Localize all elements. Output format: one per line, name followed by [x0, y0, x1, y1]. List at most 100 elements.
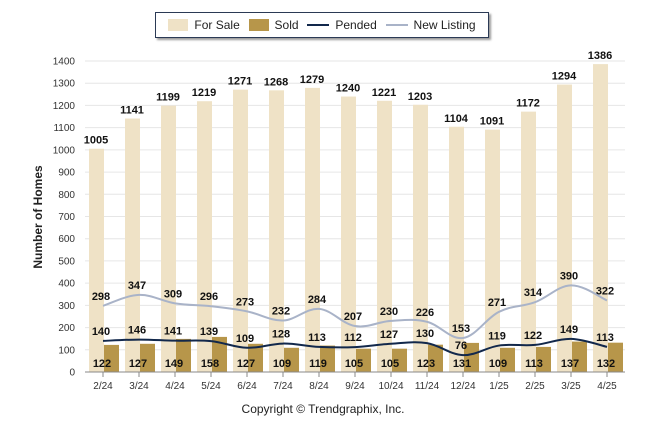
sold-bars [104, 336, 623, 372]
sold-bar [248, 343, 263, 372]
pended-value-label: 112 [344, 332, 362, 344]
sold-value-label: 109 [273, 358, 291, 370]
legend-item-pended[interactable]: Pended [307, 18, 377, 32]
y-tick-label: 1300 [53, 79, 76, 90]
pended-value-label: 113 [596, 332, 614, 344]
x-tick-label: 5/24 [201, 381, 221, 392]
for-sale-bars [89, 64, 608, 373]
for-sale-bar [269, 90, 284, 372]
for-sale-bar [377, 100, 392, 372]
x-tick-label: 3/24 [129, 381, 149, 392]
sold-value-label: 131 [453, 358, 471, 370]
sold-bar [392, 348, 407, 372]
y-tick-label: 0 [69, 368, 75, 379]
x-tick-label: 4/25 [597, 381, 617, 392]
axes: 0 100 200 300 400 500 600 700 800 900 1000 1100 1200… [53, 57, 625, 392]
new-listing-value-label: 284 [308, 294, 327, 306]
legend-item-new-listing[interactable]: New Listing [385, 18, 476, 32]
for-sale-bar [305, 87, 320, 373]
pended-swatch [307, 24, 330, 26]
x-tick-label: 4/24 [165, 381, 185, 392]
sold-value-label: 109 [489, 358, 507, 370]
for-sale-value-label: 1005 [84, 135, 108, 147]
for-sale-bar [557, 84, 572, 372]
sold-swatch [248, 19, 269, 31]
new-listing-value-label: 347 [128, 280, 146, 292]
pended-value-label: 119 [488, 331, 506, 343]
pended-value-label: 141 [164, 326, 182, 338]
pended-value-label: 149 [560, 324, 578, 336]
new-listing-value-label: 271 [488, 297, 506, 309]
legend-item-for-sale[interactable]: For Sale [168, 18, 240, 32]
y-tick-label: 900 [58, 168, 75, 179]
sold-value-label: 127 [129, 358, 147, 370]
y-tick-label: 1100 [53, 123, 75, 134]
pended-value-label: 76 [455, 340, 467, 352]
pended-value-label: 109 [236, 333, 254, 345]
sold-value-label: 149 [165, 358, 183, 370]
new-listing-value-label: 309 [164, 288, 182, 300]
new-listing-value-label: 390 [560, 270, 578, 282]
y-tick-label: 100 [58, 345, 75, 356]
for-sale-value-label: 1221 [372, 87, 396, 99]
sold-value-label: 123 [417, 358, 435, 370]
for-sale-value-label: 1203 [408, 91, 432, 103]
sold-bar [320, 345, 335, 372]
legend-label-for-sale: For Sale [194, 18, 240, 32]
for-sale-value-label: 1294 [552, 71, 577, 83]
sold-value-label: 113 [525, 358, 543, 370]
new-listing-value-label: 207 [344, 311, 362, 323]
sold-bar [608, 342, 623, 372]
new-listing-value-label: 273 [236, 296, 254, 308]
sold-value-label: 122 [93, 358, 111, 370]
sold-value-label: 158 [201, 358, 219, 370]
legend: For Sale Sold Pended New Listing [155, 12, 489, 38]
y-tick-label: 800 [58, 190, 75, 201]
y-tick-label: 600 [58, 234, 75, 245]
data-labels: 1005 298 140 122 1141 347 146 127 1199 309 141 149 1… [84, 50, 615, 370]
sold-bar [176, 338, 191, 372]
copyright-text: Copyright © Trendgraphix, Inc. [241, 402, 405, 416]
series-lines [102, 284, 608, 357]
sold-value-label: 105 [381, 358, 399, 370]
sold-bar [284, 347, 299, 372]
pended-value-label: 139 [200, 326, 218, 338]
for-sale-value-label: 1199 [156, 92, 180, 104]
legend-item-sold[interactable]: Sold [248, 18, 299, 32]
for-sale-value-label: 1091 [480, 116, 504, 128]
x-tick-label: 2/24 [93, 381, 113, 392]
new-listing-value-label: 230 [380, 306, 398, 318]
new-listing-value-label: 232 [272, 305, 290, 317]
sold-bar [356, 348, 371, 372]
y-tick-label: 700 [58, 212, 75, 223]
x-tick-label: 10/24 [378, 381, 403, 392]
sold-bar [104, 344, 119, 372]
for-sale-bar [593, 64, 608, 373]
x-tick-label: 9/24 [345, 381, 365, 392]
for-sale-bar [125, 118, 140, 372]
legend-label-pended: Pended [335, 18, 377, 32]
sold-bar [464, 342, 479, 372]
for-sale-bar [521, 111, 536, 373]
for-sale-bar [161, 105, 176, 373]
x-tick-label: 6/24 [237, 381, 257, 392]
pended-value-label: 140 [92, 326, 110, 338]
sold-bar [536, 346, 551, 372]
x-tick-label: 1/25 [489, 381, 509, 392]
pended-value-label: 130 [416, 328, 434, 340]
sold-value-label: 119 [309, 358, 327, 370]
for-sale-value-label: 1386 [588, 50, 612, 62]
for-sale-bar [89, 148, 104, 372]
legend-label-new-listing: New Listing [413, 18, 476, 32]
x-tick-label: 8/24 [309, 381, 329, 392]
y-tick-label: 300 [58, 301, 75, 312]
sold-bar [140, 343, 155, 372]
new-listing-value-label: 322 [596, 285, 614, 297]
x-tick-label: 2/25 [525, 381, 545, 392]
for-sale-value-label: 1279 [300, 74, 324, 86]
pended-value-label: 128 [272, 329, 290, 341]
sold-value-label: 137 [561, 358, 579, 370]
y-tick-label: 1000 [53, 145, 76, 156]
for-sale-value-label: 1268 [264, 76, 288, 88]
